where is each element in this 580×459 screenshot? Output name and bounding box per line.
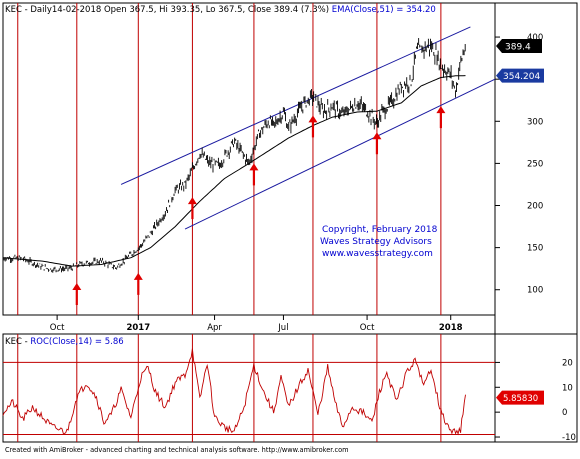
ema-value-tag-label: 354.204 <box>503 72 540 82</box>
price-chart-layer: 100150200250300350400Oct2017AprJulOct201… <box>2 3 544 333</box>
time-tick-label-oct: Oct <box>360 323 375 333</box>
arrow-head <box>308 115 318 123</box>
channel-upper-line <box>120 26 471 185</box>
cycle-arrow-3 <box>187 197 197 220</box>
roc-axis-panel <box>494 333 578 443</box>
roc-tick-label--10: -10 <box>562 433 576 443</box>
cycle-arrow-5 <box>308 115 318 138</box>
time-tick-label-oct: Oct <box>50 323 65 333</box>
channel-lower-line <box>184 78 496 230</box>
roc-tick-label-10: 10 <box>562 383 573 393</box>
last-price-tag: 389.4 <box>496 38 542 53</box>
time-tick-label-jul: Jul <box>277 323 288 333</box>
arrow-head <box>72 282 82 290</box>
copyright-line-2: Waves Strategy Advisors <box>320 237 432 247</box>
roc-title-value: ROC(Close,14) = 5.86 <box>30 337 123 347</box>
arrow-head <box>187 197 197 205</box>
price-tick-label-400: 400 <box>527 33 543 43</box>
chart-header-prefix: KEC - Daily14-02-2018 Open 367.5, Hi 393… <box>5 5 332 15</box>
roc-tick-label-20: 20 <box>562 358 573 368</box>
chart-header: KEC - Daily14-02-2018 Open 367.5, Hi 393… <box>5 5 436 15</box>
arrow-head <box>133 272 143 280</box>
footer-text: Created with AmiBroker - advanced charti… <box>5 446 349 454</box>
cycle-arrow-6 <box>372 132 382 155</box>
ema-value-tag: 354.204 <box>496 68 544 83</box>
cycle-arrow-4 <box>249 163 259 186</box>
roc-title-prefix: KEC - <box>5 337 30 347</box>
time-tick-label-apr: Apr <box>207 323 222 333</box>
cycle-arrow-1 <box>72 282 82 305</box>
arrow-head <box>249 163 259 171</box>
price-bars <box>2 38 466 273</box>
price-tick-label-300: 300 <box>527 117 543 127</box>
cycle-arrow-7 <box>436 106 446 129</box>
time-tick-label-2018: 2018 <box>439 323 463 333</box>
roc-value-tag: 5.85830 <box>496 390 544 405</box>
arrow-head <box>372 132 382 140</box>
ema-line <box>2 75 466 267</box>
price-tick-label-150: 150 <box>527 244 543 254</box>
roc-tick-label-0: 0 <box>562 408 567 418</box>
last-price-tag-label: 389.4 <box>505 42 531 52</box>
roc-value-tag-label: 5.85830 <box>503 394 538 404</box>
last-price-tag-bg <box>496 38 542 53</box>
roc-value-tag-bg <box>496 390 544 405</box>
price-tick-label-250: 250 <box>527 159 543 169</box>
price-axis-panel <box>494 2 578 335</box>
copyright-line-1: Copyright, February 2018 <box>322 225 438 235</box>
roc-title: KEC - ROC(Close,14) = 5.86 <box>5 337 124 347</box>
roc-chart-layer: -10 0 10 20 5.85830 <box>2 334 576 443</box>
copyright-line-3: www.wavesstrategy.com <box>322 249 433 259</box>
price-tick-label-100: 100 <box>527 286 543 296</box>
price-tick-label-200: 200 <box>527 202 543 212</box>
arrow-head <box>436 106 446 114</box>
roc-line <box>2 348 466 436</box>
time-tick-label-2017: 2017 <box>126 323 150 333</box>
chart-header-ema: EMA(Close,51) = 354.20 <box>332 5 436 15</box>
cycle-arrow-2 <box>133 272 143 295</box>
ema-value-tag-bg <box>496 68 544 83</box>
